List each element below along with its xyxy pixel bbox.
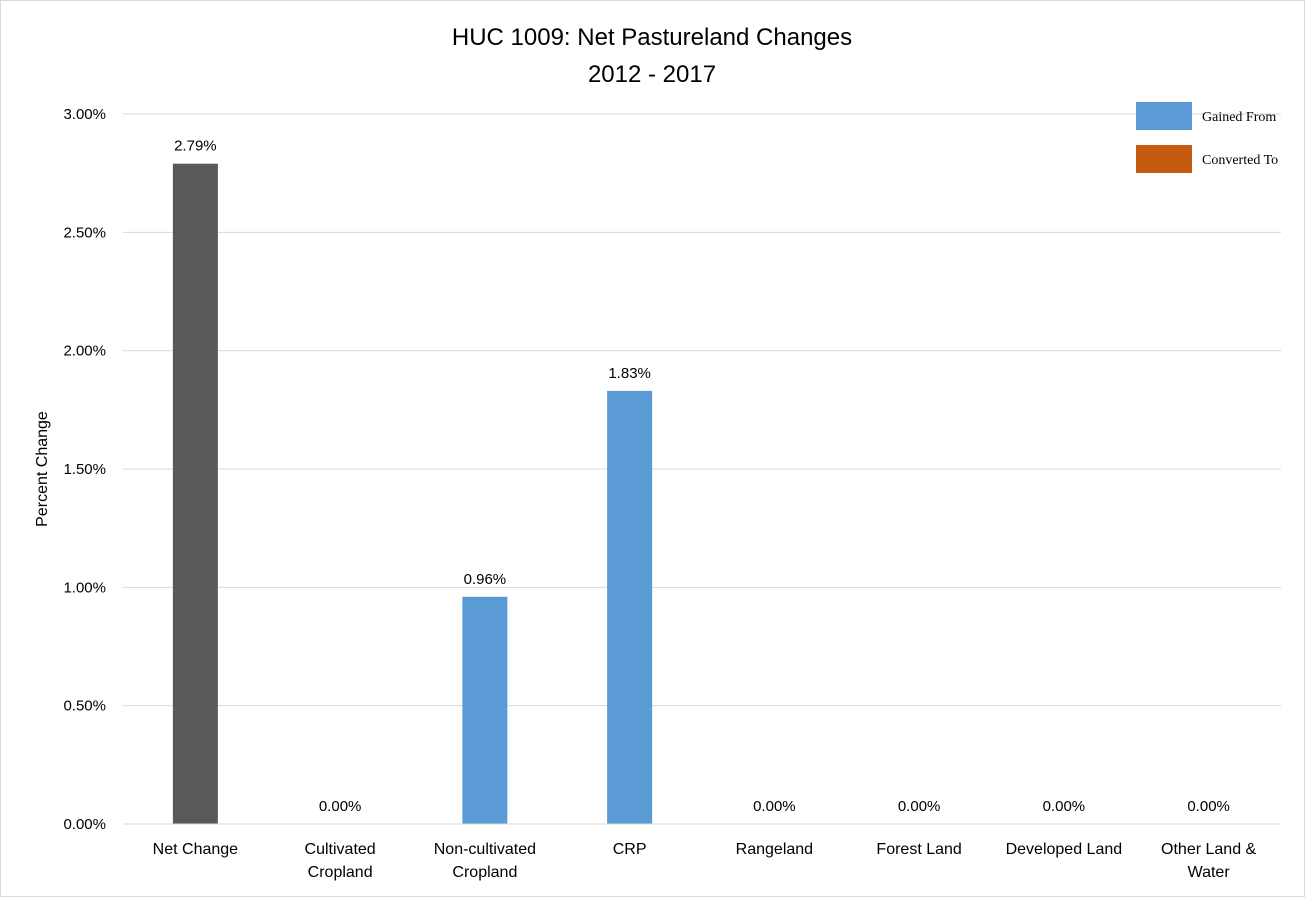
legend-label: Gained From — [1202, 110, 1276, 125]
data-label: 1.83% — [608, 365, 651, 382]
y-tick-label: 2.50% — [63, 224, 106, 241]
data-label: 2.79% — [174, 138, 217, 155]
category-label-line: Net Change — [153, 841, 238, 858]
legend-swatch — [1136, 102, 1192, 130]
category-label: Rangeland — [736, 841, 813, 858]
data-labels: 2.79% 0.00% 0.96% 1.83% 0.00% 0.00% 0.00% 0.00% — [174, 138, 1230, 815]
y-tick-label: 0.50% — [63, 698, 106, 715]
y-tick-label: 0.00% — [63, 816, 106, 833]
legend-label: Converted To — [1202, 153, 1278, 168]
category-label-line: Non-cultivated — [434, 841, 536, 858]
category-label: Other Land & Water — [1161, 841, 1257, 881]
y-tick-label: 1.00% — [63, 579, 106, 596]
gridlines — [123, 113, 1281, 707]
category-label: Non-cultivated Cropland — [434, 841, 536, 881]
data-label: 0.00% — [1187, 798, 1230, 815]
legend: Gained From Converted To — [1136, 102, 1278, 173]
chart-title-line: 2012 - 2017 — [588, 61, 716, 88]
category-label: Net Change — [153, 841, 238, 858]
data-label: 0.00% — [753, 798, 796, 815]
bar — [172, 163, 218, 824]
data-label: 0.96% — [464, 571, 507, 588]
category-label: Forest Land — [876, 841, 961, 858]
chart-title-line: HUC 1009: Net Pastureland Changes — [452, 24, 852, 51]
legend-swatch — [1136, 145, 1192, 173]
category-label: Cultivated Cropland — [305, 841, 376, 881]
category-label-line: Cultivated — [305, 841, 376, 858]
y-axis-ticks: 0.00% 0.50% 1.00% 1.50% 2.00% 2.50% 3.00% — [63, 106, 106, 833]
chart-title: HUC 1009: Net Pastureland Changes 2012 - … — [452, 24, 852, 88]
data-label: 0.00% — [319, 798, 362, 815]
bar — [607, 390, 653, 824]
category-label-line: Other Land & — [1161, 841, 1257, 858]
category-label-line: Cropland — [308, 864, 373, 881]
category-label: Developed Land — [1006, 841, 1123, 858]
category-label-line: Rangeland — [736, 841, 813, 858]
y-tick-label: 3.00% — [63, 106, 106, 123]
y-tick-label: 1.50% — [63, 461, 106, 478]
category-label: CRP — [613, 841, 647, 858]
category-label-line: Forest Land — [876, 841, 961, 858]
bar — [462, 596, 508, 824]
bars — [172, 163, 653, 824]
category-label-line: Developed Land — [1006, 841, 1123, 858]
data-label: 0.00% — [898, 798, 941, 815]
category-label-line: CRP — [613, 841, 647, 858]
category-label-line: Water — [1188, 864, 1231, 881]
category-label-line: Cropland — [452, 864, 517, 881]
data-label: 0.00% — [1043, 798, 1086, 815]
y-axis-label: Percent Change — [34, 411, 51, 527]
x-axis-categories: Net Change Cultivated CroplandNon-cultivat… — [153, 841, 1257, 881]
y-tick-label: 2.00% — [63, 343, 106, 360]
